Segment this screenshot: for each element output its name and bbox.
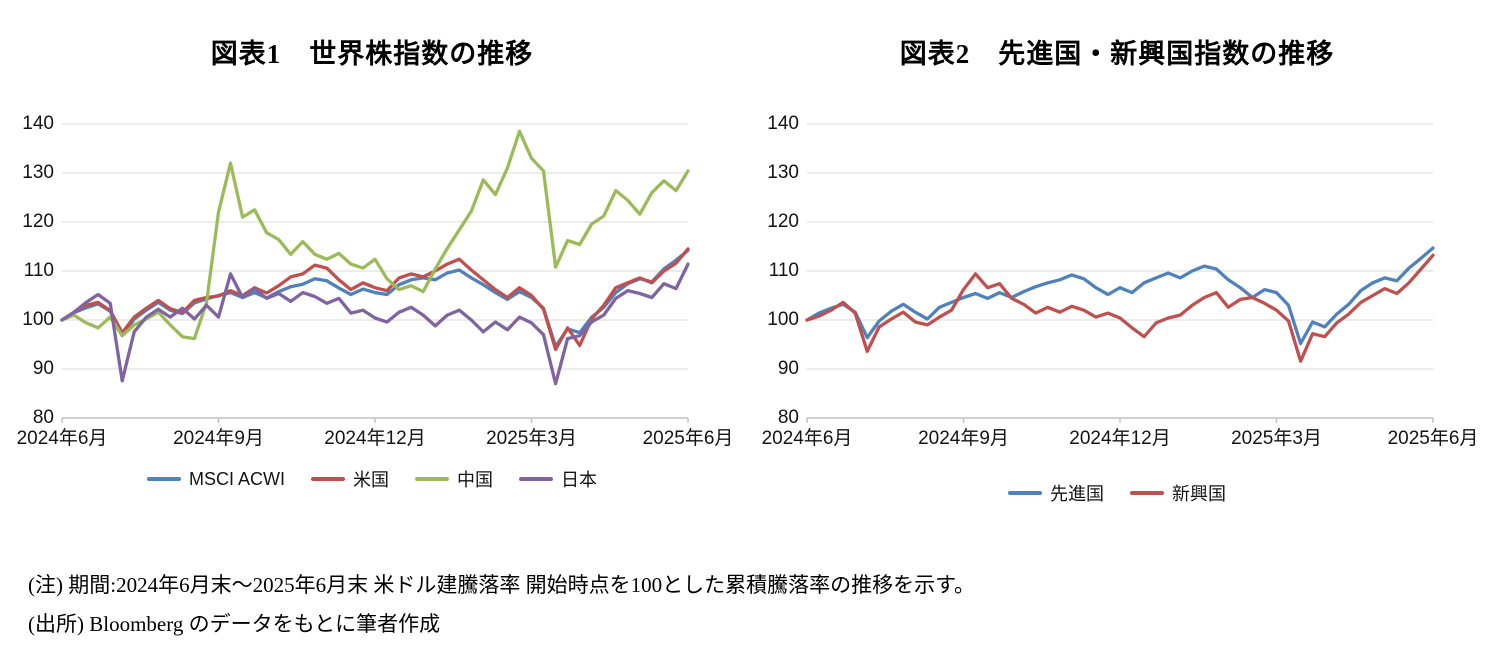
legend-line-swatch xyxy=(1130,491,1164,495)
x-axis-tick-label: 2024年6月 xyxy=(761,428,853,449)
x-axis-tick-label: 2024年9月 xyxy=(173,428,264,449)
legend-label: 先進国 xyxy=(1050,484,1104,504)
x-axis-tick-label: 2025年6月 xyxy=(642,428,734,449)
legend-item: 中国 xyxy=(415,466,493,492)
x-axis-tick-label: 2024年6月 xyxy=(16,428,108,449)
y-axis-tick-label: 130 xyxy=(22,162,54,183)
legend-line-swatch xyxy=(1008,491,1042,495)
legend-item: 日本 xyxy=(519,466,597,492)
y-axis-tick-label: 80 xyxy=(32,407,54,428)
chart-legend: MSCI ACWI 米国 中国 日本 xyxy=(0,466,744,492)
chart-world-stock-indices: 図表1 世界株指数の推移 80 90 100 110 120 130 140 2024年6月… xyxy=(0,0,744,530)
series-line-日本 xyxy=(60,262,690,386)
x-axis-tick-label: 2025年6月 xyxy=(1387,428,1479,449)
source-text: (出所) Bloomberg のデータをもとに筆者作成 xyxy=(28,612,441,636)
y-axis-tick-label: 120 xyxy=(22,211,54,232)
chart-title: 図表1 世界株指数の推移 xyxy=(210,39,534,69)
legend-line-swatch xyxy=(311,477,345,481)
chart-developed-emerging-indices: 図表2 先進国・新興国指数の推移 80 90 100 110 120 130 140 202… xyxy=(745,0,1489,530)
y-axis-tick-label: 120 xyxy=(767,211,799,232)
chart-title: 図表2 先進国・新興国指数の推移 xyxy=(899,39,1335,69)
legend-label: 日本 xyxy=(561,470,597,490)
series-line-新興国 xyxy=(805,253,1435,363)
y-axis-tick-label: 100 xyxy=(22,309,54,330)
y-axis-tick-label: 140 xyxy=(767,113,799,134)
series-line-米国 xyxy=(60,247,690,352)
footnotes: (注) 期間:2024年6月末～2025年6月末 米ドル建騰落率 開始時点を10… xyxy=(28,570,975,648)
y-axis-tick-label: 90 xyxy=(777,358,799,379)
legend-item: MSCI ACWI xyxy=(146,468,285,490)
x-axis-tick-label: 2025年3月 xyxy=(486,428,577,449)
legend-label: MSCI ACWI xyxy=(188,468,285,489)
x-axis-tick-label: 2024年9月 xyxy=(918,428,1009,449)
x-axis-tick-label: 2024年12月 xyxy=(1069,428,1171,449)
note-text: (注) 期間:2024年6月末～2025年6月末 米ドル建騰落率 開始時点を10… xyxy=(28,573,975,597)
legend-label: 新興国 xyxy=(1172,484,1226,504)
plot-canvas xyxy=(60,123,690,423)
chart-legend: 先進国 新興国 xyxy=(745,480,1489,506)
y-axis-tick-label: 80 xyxy=(777,407,799,428)
legend-label: 中国 xyxy=(457,470,493,490)
x-axis-tick-label: 2024年12月 xyxy=(324,428,426,449)
plot-area: 80 90 100 110 120 130 140 2024年6月 2024年9月 2024年1… xyxy=(745,0,1489,530)
plot-canvas xyxy=(805,123,1435,423)
y-axis-tick-label: 140 xyxy=(22,113,54,134)
y-axis-tick-label: 110 xyxy=(768,260,799,281)
legend-line-swatch xyxy=(415,477,449,481)
plot-area: 80 90 100 110 120 130 140 2024年6月 2024年9月 2024年1… xyxy=(0,0,744,530)
y-axis-tick-label: 100 xyxy=(767,309,799,330)
legend-label: 米国 xyxy=(353,470,389,490)
y-axis-tick-label: 130 xyxy=(767,162,799,183)
legend-item: 先進国 xyxy=(1008,480,1104,506)
x-axis-tick-label: 2025年3月 xyxy=(1231,428,1322,449)
legend-item: 新興国 xyxy=(1130,480,1226,506)
y-axis-tick-label: 110 xyxy=(23,260,54,281)
y-axis-tick-label: 90 xyxy=(32,358,54,379)
legend-line-swatch xyxy=(146,477,181,481)
series-line-先進国 xyxy=(805,246,1435,346)
legend-line-swatch xyxy=(519,477,553,481)
series-line-中国 xyxy=(60,129,690,341)
series-line-MSCI ACWI xyxy=(60,248,690,349)
legend-item: 米国 xyxy=(311,466,389,492)
